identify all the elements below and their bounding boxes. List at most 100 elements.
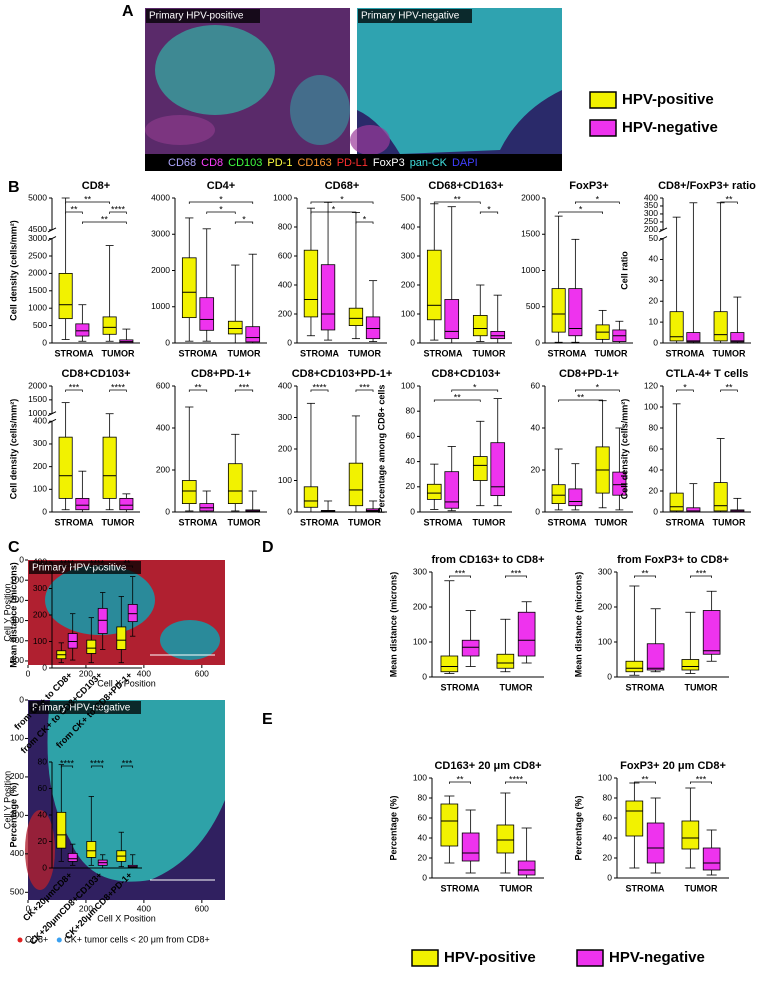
significance-bracket <box>676 389 694 392</box>
box <box>612 471 627 496</box>
y-tick-label: 0 <box>42 662 47 672</box>
box <box>702 610 721 655</box>
x-tick-label: STROMA <box>441 883 480 893</box>
significance-label: *** <box>696 568 707 578</box>
y-tick-label: 1000 <box>151 301 170 311</box>
significance-label: * <box>219 194 223 204</box>
box <box>444 299 460 340</box>
significance-label: ** <box>70 204 78 214</box>
box <box>227 463 243 505</box>
y-tick-label: 4500 <box>28 224 47 234</box>
y-tick-label: 100 <box>644 401 658 411</box>
significance-bracket <box>558 211 603 214</box>
box <box>568 488 583 507</box>
y-axis-label: Percentage among CD8+ cells <box>376 385 386 514</box>
box <box>102 436 117 499</box>
significance-bracket <box>120 565 134 568</box>
x-tick-label: STROMA <box>424 348 463 358</box>
box <box>496 824 515 854</box>
x-tick-label: STROMA <box>300 348 339 358</box>
y-tick-label: 0 <box>42 862 47 872</box>
significance-bracket <box>433 399 481 402</box>
significance-label: ** <box>456 774 464 784</box>
legend-swatch <box>411 949 439 967</box>
x-tick-label: TUMOR <box>685 883 718 893</box>
y-tick-label: 2000 <box>521 192 540 202</box>
box <box>496 653 515 669</box>
y-tick-label: 400 <box>33 556 47 566</box>
x-axis-label: Cell X Position <box>97 913 156 923</box>
x-tick-label: 0 <box>26 903 31 913</box>
legend-swatch <box>589 119 617 137</box>
x-tick-label: TUMOR <box>228 348 261 358</box>
y-tick-label: 250 <box>644 216 658 226</box>
significance-bracket <box>720 389 738 392</box>
image-label: Primary HPV-negative <box>361 11 460 22</box>
box <box>713 311 728 342</box>
y-tick-label: 300 <box>413 566 427 576</box>
x-tick-label: 600 <box>195 903 209 913</box>
box <box>320 264 336 331</box>
significance-label: *** <box>455 568 466 578</box>
x-tick-label: STROMA <box>626 883 665 893</box>
y-tick-label: 200 <box>10 771 24 781</box>
box <box>686 507 701 513</box>
significance-bracket <box>720 201 738 204</box>
significance-label: ** <box>641 774 649 784</box>
y-tick-label: 40 <box>603 832 613 842</box>
y-tick-label: 80 <box>38 756 48 766</box>
x-tick-label: TUMOR <box>102 348 135 358</box>
y-tick-label: 1000 <box>521 265 540 275</box>
x-tick-label: 0 <box>26 668 31 678</box>
significance-bracket <box>234 221 254 224</box>
y-tick-label: 2000 <box>28 380 47 390</box>
x-tick-label: TUMOR <box>595 348 628 358</box>
image-label-bg <box>146 9 260 23</box>
panel-label: C <box>8 539 20 556</box>
significance-label: * <box>340 194 344 204</box>
significance-bracket <box>234 389 254 392</box>
x-tick-label: STROMA <box>55 348 94 358</box>
box <box>686 332 701 343</box>
y-tick-label: 200 <box>156 464 170 474</box>
significance-bracket <box>90 765 104 768</box>
significance-label: ** <box>725 194 733 204</box>
box <box>86 639 97 654</box>
significance-bracket <box>449 781 471 784</box>
significance-label: * <box>596 382 600 392</box>
y-tick-label: 60 <box>418 812 428 822</box>
x-tick-label: STROMA <box>55 517 94 527</box>
y-tick-label: 0 <box>19 694 24 704</box>
x-tick-label: STROMA <box>441 682 480 692</box>
x-tick-label: 400 <box>137 903 151 913</box>
y-tick-label: 40 <box>649 464 659 474</box>
significance-label: * <box>363 214 367 224</box>
chart-title: CD8+ <box>82 180 110 192</box>
y-tick-label: 200 <box>33 461 47 471</box>
y-tick-label: 20 <box>603 852 613 862</box>
y-tick-label: 200 <box>278 443 292 453</box>
box <box>713 482 728 512</box>
box <box>646 643 665 671</box>
x-tick-label: STROMA <box>548 348 587 358</box>
y-tick-label: 400 <box>278 279 292 289</box>
box <box>199 297 215 331</box>
box-chart: 0 20 40 60 80 100 120 CTLA-4+ T cells Cell densi… <box>619 368 751 527</box>
y-tick-label: 80 <box>649 422 659 432</box>
significance-bracket <box>690 781 712 784</box>
x-tick-label: TUMOR <box>348 348 381 358</box>
image-label: Primary HPV-negative <box>32 703 131 714</box>
y-tick-label: 1000 <box>28 408 47 418</box>
y-tick-label: 0 <box>410 506 415 516</box>
significance-bracket <box>60 565 74 568</box>
y-tick-label: 0 <box>535 506 540 516</box>
significance-bracket <box>310 211 357 214</box>
box <box>75 497 90 511</box>
significance-label: **** <box>312 382 327 392</box>
y-tick-label: 300 <box>401 250 415 260</box>
y-tick-label: 10 <box>649 316 659 326</box>
y-axis-label: Mean distance (microns) <box>8 562 18 668</box>
y-tick-label: 300 <box>278 412 292 422</box>
